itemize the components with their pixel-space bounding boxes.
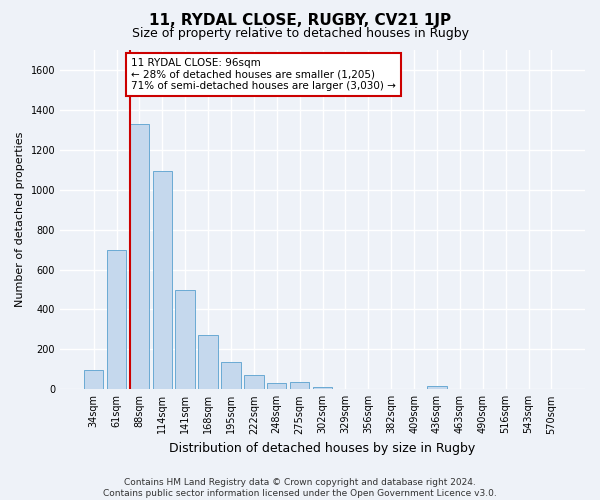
Bar <box>427 386 446 390</box>
Bar <box>290 382 310 390</box>
Bar <box>313 388 332 390</box>
Text: Size of property relative to detached houses in Rugby: Size of property relative to detached ho… <box>131 28 469 40</box>
Bar <box>199 336 218 390</box>
Bar <box>130 124 149 390</box>
Bar <box>244 375 263 390</box>
Bar <box>107 250 126 390</box>
Bar <box>84 370 103 390</box>
Text: 11 RYDAL CLOSE: 96sqm
← 28% of detached houses are smaller (1,205)
71% of semi-d: 11 RYDAL CLOSE: 96sqm ← 28% of detached … <box>131 58 396 91</box>
Text: Contains HM Land Registry data © Crown copyright and database right 2024.
Contai: Contains HM Land Registry data © Crown c… <box>103 478 497 498</box>
Bar <box>152 171 172 390</box>
Y-axis label: Number of detached properties: Number of detached properties <box>15 132 25 308</box>
Text: 11, RYDAL CLOSE, RUGBY, CV21 1JP: 11, RYDAL CLOSE, RUGBY, CV21 1JP <box>149 12 451 28</box>
Bar <box>221 362 241 390</box>
X-axis label: Distribution of detached houses by size in Rugby: Distribution of detached houses by size … <box>169 442 476 455</box>
Bar <box>175 290 195 390</box>
Bar <box>267 382 286 390</box>
